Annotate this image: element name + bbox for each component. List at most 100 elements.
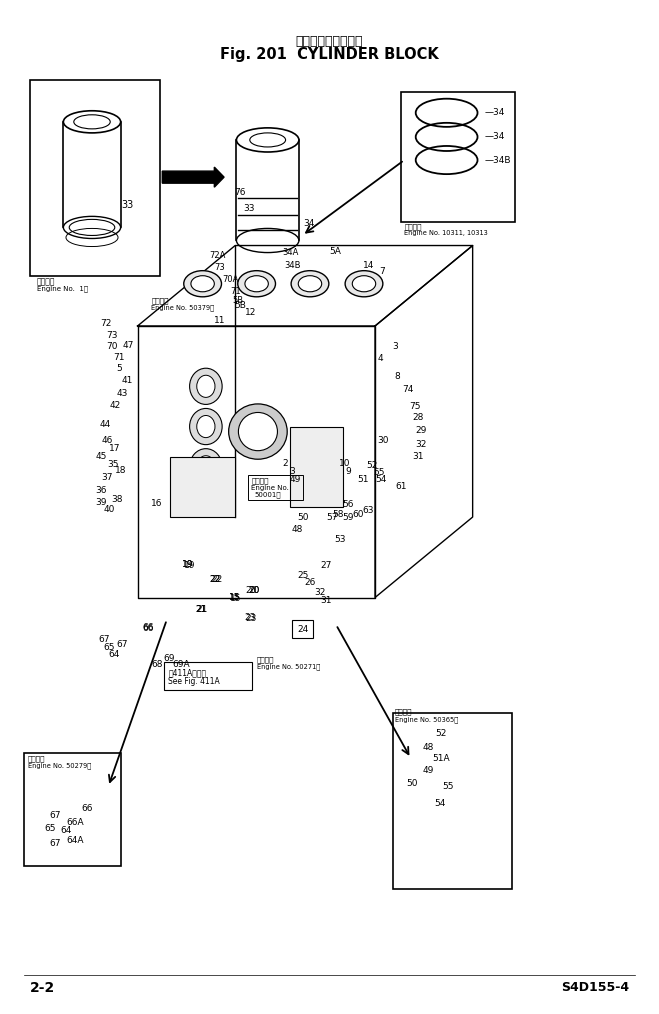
Text: 9: 9 bbox=[346, 467, 351, 477]
Text: 44: 44 bbox=[99, 420, 111, 429]
Text: 65: 65 bbox=[103, 643, 115, 652]
Text: 54: 54 bbox=[376, 476, 387, 485]
Text: Engine No. 50365～: Engine No. 50365～ bbox=[395, 716, 458, 723]
Ellipse shape bbox=[345, 271, 383, 297]
Text: 66: 66 bbox=[81, 804, 92, 813]
Text: 23: 23 bbox=[245, 614, 256, 624]
Text: 25: 25 bbox=[297, 571, 308, 580]
Text: 75: 75 bbox=[409, 402, 420, 411]
Text: Engine No. 50271～: Engine No. 50271～ bbox=[256, 663, 320, 670]
Text: 47: 47 bbox=[123, 341, 134, 350]
Text: 28: 28 bbox=[413, 413, 424, 422]
Text: 20: 20 bbox=[248, 586, 260, 595]
Text: 32: 32 bbox=[314, 588, 326, 597]
Text: 22: 22 bbox=[210, 575, 221, 584]
Text: 59: 59 bbox=[342, 512, 353, 521]
Ellipse shape bbox=[291, 271, 329, 297]
Text: Engine No. 50279～: Engine No. 50279～ bbox=[28, 763, 91, 769]
Text: 48: 48 bbox=[422, 743, 434, 751]
Text: 33: 33 bbox=[121, 201, 134, 210]
Text: 4: 4 bbox=[378, 354, 384, 363]
Text: 67: 67 bbox=[98, 635, 110, 644]
Text: 22: 22 bbox=[211, 575, 222, 584]
Text: 55: 55 bbox=[374, 468, 386, 478]
Text: 5B: 5B bbox=[232, 296, 243, 305]
Text: 55: 55 bbox=[442, 782, 453, 791]
Ellipse shape bbox=[184, 271, 221, 297]
Text: 50001～: 50001～ bbox=[254, 492, 281, 498]
Text: 12: 12 bbox=[245, 308, 256, 317]
Ellipse shape bbox=[74, 115, 110, 129]
Text: 15: 15 bbox=[230, 594, 241, 603]
Ellipse shape bbox=[239, 413, 277, 450]
Text: Engine No. 50379～: Engine No. 50379～ bbox=[151, 304, 214, 311]
Ellipse shape bbox=[229, 404, 287, 459]
Text: 63: 63 bbox=[362, 506, 374, 514]
Text: 60: 60 bbox=[353, 510, 364, 518]
Text: 72: 72 bbox=[100, 319, 112, 329]
Text: Engine No.  1～: Engine No. 1～ bbox=[37, 286, 88, 292]
Text: 17: 17 bbox=[109, 444, 121, 453]
Text: 41: 41 bbox=[122, 376, 133, 384]
Text: 26: 26 bbox=[304, 578, 316, 587]
Text: 3: 3 bbox=[289, 467, 295, 477]
Text: S4D155-4: S4D155-4 bbox=[561, 982, 629, 994]
Text: 43: 43 bbox=[117, 388, 128, 397]
Text: 69A: 69A bbox=[172, 660, 190, 669]
Text: Engine No. 10311, 10313: Engine No. 10311, 10313 bbox=[405, 230, 488, 236]
Text: 10: 10 bbox=[339, 459, 351, 468]
Text: 66A: 66A bbox=[67, 818, 84, 827]
Text: 29: 29 bbox=[415, 426, 427, 435]
Text: —34: —34 bbox=[484, 108, 505, 118]
Text: 48: 48 bbox=[292, 524, 303, 533]
Text: 64A: 64A bbox=[66, 837, 84, 846]
Text: 23: 23 bbox=[244, 613, 256, 623]
Text: 45: 45 bbox=[96, 452, 107, 461]
Text: 3: 3 bbox=[392, 342, 398, 351]
Bar bbox=[164, 662, 252, 691]
Bar bbox=[30, 79, 160, 276]
Text: 74: 74 bbox=[403, 385, 414, 393]
Text: 11: 11 bbox=[214, 316, 225, 325]
Ellipse shape bbox=[190, 448, 222, 485]
Text: 35: 35 bbox=[107, 460, 119, 469]
Text: 30: 30 bbox=[377, 436, 389, 445]
Text: 14: 14 bbox=[363, 262, 375, 270]
Text: Engine No.: Engine No. bbox=[252, 485, 289, 491]
Text: 50: 50 bbox=[407, 779, 418, 788]
Text: 19: 19 bbox=[183, 560, 194, 569]
Text: 20: 20 bbox=[248, 586, 260, 595]
Text: 31: 31 bbox=[412, 452, 424, 461]
Text: 67: 67 bbox=[49, 840, 61, 849]
Ellipse shape bbox=[190, 368, 222, 405]
Ellipse shape bbox=[191, 276, 214, 292]
Text: 5A: 5A bbox=[330, 247, 341, 257]
Text: See Fig. 411A: See Fig. 411A bbox=[168, 677, 220, 686]
Text: 18: 18 bbox=[115, 466, 127, 476]
Text: 21: 21 bbox=[196, 605, 207, 614]
Text: 16: 16 bbox=[151, 500, 163, 508]
Text: 8: 8 bbox=[394, 372, 399, 381]
Text: 71: 71 bbox=[230, 287, 241, 296]
Text: 21: 21 bbox=[197, 605, 208, 614]
Bar bbox=[170, 456, 235, 517]
Text: 適用号数: 適用号数 bbox=[151, 297, 169, 304]
Text: 36: 36 bbox=[96, 487, 107, 496]
Text: 51A: 51A bbox=[432, 754, 450, 763]
Text: 2: 2 bbox=[283, 459, 288, 468]
Text: 67: 67 bbox=[49, 811, 61, 820]
Text: 31: 31 bbox=[320, 596, 332, 605]
Text: 7: 7 bbox=[380, 267, 386, 276]
Text: 61: 61 bbox=[395, 483, 407, 492]
Ellipse shape bbox=[245, 276, 268, 292]
Text: 33: 33 bbox=[244, 204, 255, 213]
Text: 66: 66 bbox=[142, 624, 154, 632]
Text: 71: 71 bbox=[113, 353, 125, 362]
Text: 51: 51 bbox=[357, 476, 369, 485]
Ellipse shape bbox=[238, 271, 275, 297]
Text: シリンダ　ブロック: シリンダ ブロック bbox=[296, 34, 363, 48]
Ellipse shape bbox=[237, 128, 299, 152]
Ellipse shape bbox=[299, 276, 322, 292]
Text: 21: 21 bbox=[196, 605, 207, 614]
Text: 適用号数: 適用号数 bbox=[252, 478, 269, 484]
